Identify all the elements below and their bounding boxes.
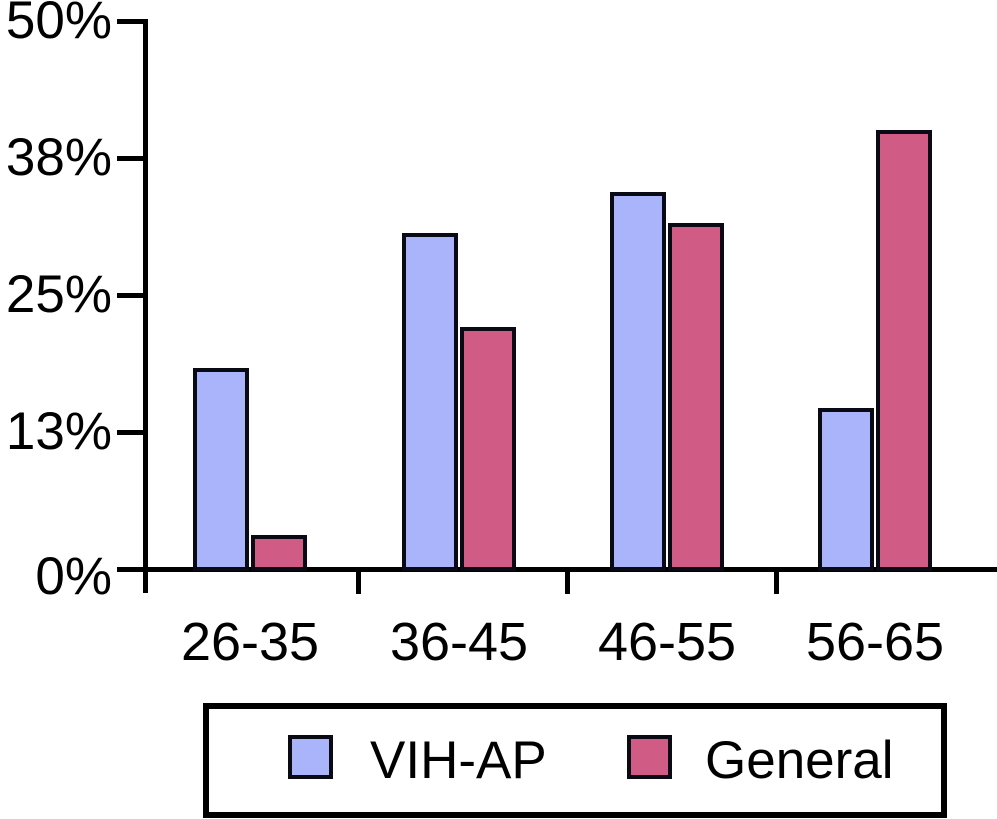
bar-general-56-65	[876, 129, 932, 571]
x-category-label: 56-65	[805, 612, 945, 672]
x-category-label: 26-35	[180, 612, 320, 672]
x-category-label: 46-55	[597, 612, 737, 672]
x-axis-tick	[774, 567, 779, 594]
bar-general-26-35	[251, 535, 307, 571]
y-tick-label: 0%	[35, 547, 112, 606]
y-axis-tick	[117, 567, 145, 572]
bar-vih-ap-46-55	[610, 191, 666, 571]
vihap-legend-label: VIH-AP	[370, 731, 547, 790]
y-tick-label: 13%	[5, 402, 112, 461]
x-axis-line	[143, 567, 997, 572]
general-legend-label: General	[705, 731, 894, 790]
y-axis-tick	[117, 156, 145, 161]
bar-general-36-45	[460, 326, 516, 571]
x-category-label: 36-45	[389, 612, 529, 672]
x-axis-tick	[565, 567, 570, 594]
y-tick-label: 25%	[5, 265, 112, 324]
y-axis-line	[143, 19, 148, 593]
x-axis-tick	[356, 567, 361, 594]
y-tick-label: 38%	[5, 128, 112, 187]
y-axis-tick	[117, 19, 145, 24]
general-legend-swatch-icon	[627, 735, 672, 779]
bar-vih-ap-36-45	[402, 232, 458, 571]
vihap-legend-swatch-icon	[288, 735, 333, 779]
y-axis-tick	[117, 430, 145, 435]
legend: VIH-AP General	[203, 703, 947, 818]
bar-vih-ap-56-65	[818, 407, 874, 571]
y-tick-label: 50%	[5, 0, 112, 50]
bar-general-46-55	[668, 222, 724, 571]
bar-vih-ap-26-35	[193, 368, 249, 571]
y-axis-tick	[117, 293, 145, 298]
